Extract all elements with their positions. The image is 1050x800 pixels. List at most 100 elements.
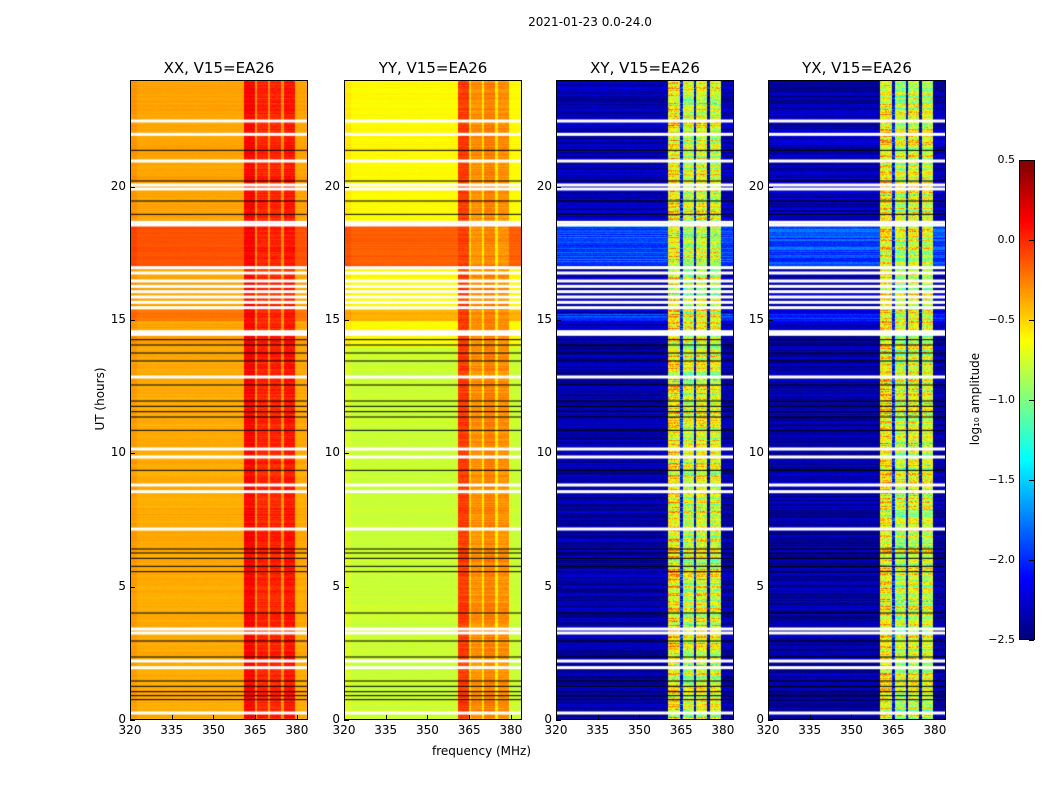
x-tick-label: 380 (923, 723, 947, 737)
x-tick-label: 380 (499, 723, 523, 737)
colorbar-tick-mark (1029, 400, 1034, 401)
y-tick-label: 0 (544, 712, 552, 726)
colorbar-tick-label: −0.5 (988, 313, 1015, 326)
colorbar-tick-label: −1.5 (988, 473, 1015, 486)
y-axis-label: UT (hours) (93, 367, 107, 431)
y-tick-label: 0 (756, 712, 764, 726)
x-tick-mark (851, 715, 853, 720)
heatmap-cells (131, 81, 307, 719)
y-tick-mark (344, 586, 349, 588)
y-tick-mark (768, 186, 773, 188)
y-tick-mark (130, 453, 135, 455)
x-tick-label: 320 (544, 723, 568, 737)
x-axis-label: frequency (MHz) (432, 744, 532, 758)
x-tick-label: 335 (374, 723, 398, 737)
y-tick-mark (556, 320, 561, 321)
y-tick-mark (344, 186, 349, 188)
y-tick-label: 15 (748, 312, 764, 326)
heatmap-cells (557, 81, 733, 719)
y-tick-label: 15 (324, 312, 340, 326)
y-tick-mark (130, 586, 135, 588)
x-tick-mark (469, 715, 471, 720)
x-tick-label: 320 (118, 723, 142, 737)
colorbar-tick-mark (1029, 320, 1034, 321)
y-tick-mark (556, 586, 561, 588)
y-tick-label: 10 (536, 445, 552, 460)
x-tick-label: 380 (711, 723, 735, 737)
x-tick-label: 350 (627, 723, 651, 737)
y-tick-label: 10 (748, 445, 764, 460)
heatmap-panel-xy (556, 80, 734, 720)
x-tick-mark (171, 715, 173, 720)
y-tick-label: 10 (110, 445, 126, 460)
x-tick-mark (768, 715, 769, 720)
y-tick-label: 20 (110, 178, 126, 193)
colorbar-tick-label: 0.5 (997, 153, 1016, 166)
panel-title: YY, V15=EA26 (378, 59, 488, 77)
y-tick-label: 20 (536, 178, 552, 193)
colorbar-tick-mark (1029, 560, 1034, 561)
x-tick-label: 335 (586, 723, 610, 737)
x-tick-label: 350 (839, 723, 863, 737)
x-tick-mark (344, 715, 345, 720)
colorbar-tick-label: −2.5 (988, 633, 1015, 646)
panel-title: YX, V15=EA26 (802, 59, 912, 77)
heatmap-panel-xx (130, 80, 308, 720)
y-tick-label: 15 (110, 312, 126, 326)
figure-title: 2021-01-23 0.0-24.0 (528, 15, 652, 29)
x-tick-label: 365 (881, 723, 905, 737)
x-tick-mark (893, 715, 895, 720)
x-tick-label: 335 (798, 723, 822, 737)
y-tick-mark (130, 320, 135, 321)
y-tick-mark (130, 186, 135, 188)
x-tick-mark (213, 715, 215, 720)
x-tick-label: 350 (415, 723, 439, 737)
y-tick-label: 15 (536, 312, 552, 326)
y-tick-mark (344, 320, 349, 321)
x-tick-label: 320 (756, 723, 780, 737)
colorbar-tick-mark (1029, 640, 1034, 641)
y-tick-label: 5 (756, 578, 764, 593)
colorbar-tick-label: −2.0 (988, 553, 1015, 566)
x-tick-mark (427, 715, 429, 720)
x-tick-mark (639, 715, 641, 720)
y-tick-mark (768, 453, 773, 455)
y-tick-mark (556, 186, 561, 188)
x-tick-mark (130, 715, 131, 720)
panel-title: XY, V15=EA26 (590, 59, 700, 77)
x-tick-mark (556, 715, 557, 720)
y-tick-mark (768, 720, 773, 721)
heatmap-cells (769, 81, 945, 719)
x-tick-label: 350 (201, 723, 225, 737)
colorbar-tick-mark (1029, 160, 1034, 161)
y-tick-mark (556, 453, 561, 455)
heatmap-panel-yx (768, 80, 946, 720)
colorbar-tick-mark (1029, 240, 1034, 241)
panel-title: XX, V15=EA26 (163, 59, 275, 77)
colorbar-tick-label: 0.0 (997, 233, 1016, 246)
colorbar-tick-label: −1.0 (988, 393, 1015, 406)
x-tick-mark (722, 715, 724, 720)
x-tick-label: 320 (332, 723, 356, 737)
x-tick-label: 365 (669, 723, 693, 737)
y-tick-label: 0 (118, 712, 126, 726)
x-tick-label: 335 (160, 723, 184, 737)
heatmap-panel-yy (344, 80, 522, 720)
x-tick-mark (597, 715, 599, 720)
y-tick-label: 5 (544, 578, 552, 593)
y-tick-label: 5 (118, 578, 126, 593)
y-tick-mark (130, 720, 135, 721)
y-tick-label: 5 (332, 578, 340, 593)
y-tick-mark (556, 720, 561, 721)
x-tick-label: 365 (243, 723, 267, 737)
x-tick-mark (385, 715, 387, 720)
x-tick-mark (510, 715, 512, 720)
y-tick-mark (768, 320, 773, 321)
x-tick-mark (681, 715, 683, 720)
colorbar (1019, 160, 1035, 640)
x-tick-label: 365 (457, 723, 481, 737)
y-tick-label: 20 (324, 178, 340, 193)
y-tick-label: 20 (748, 178, 764, 193)
x-tick-mark (934, 715, 936, 720)
x-tick-mark (296, 715, 298, 720)
